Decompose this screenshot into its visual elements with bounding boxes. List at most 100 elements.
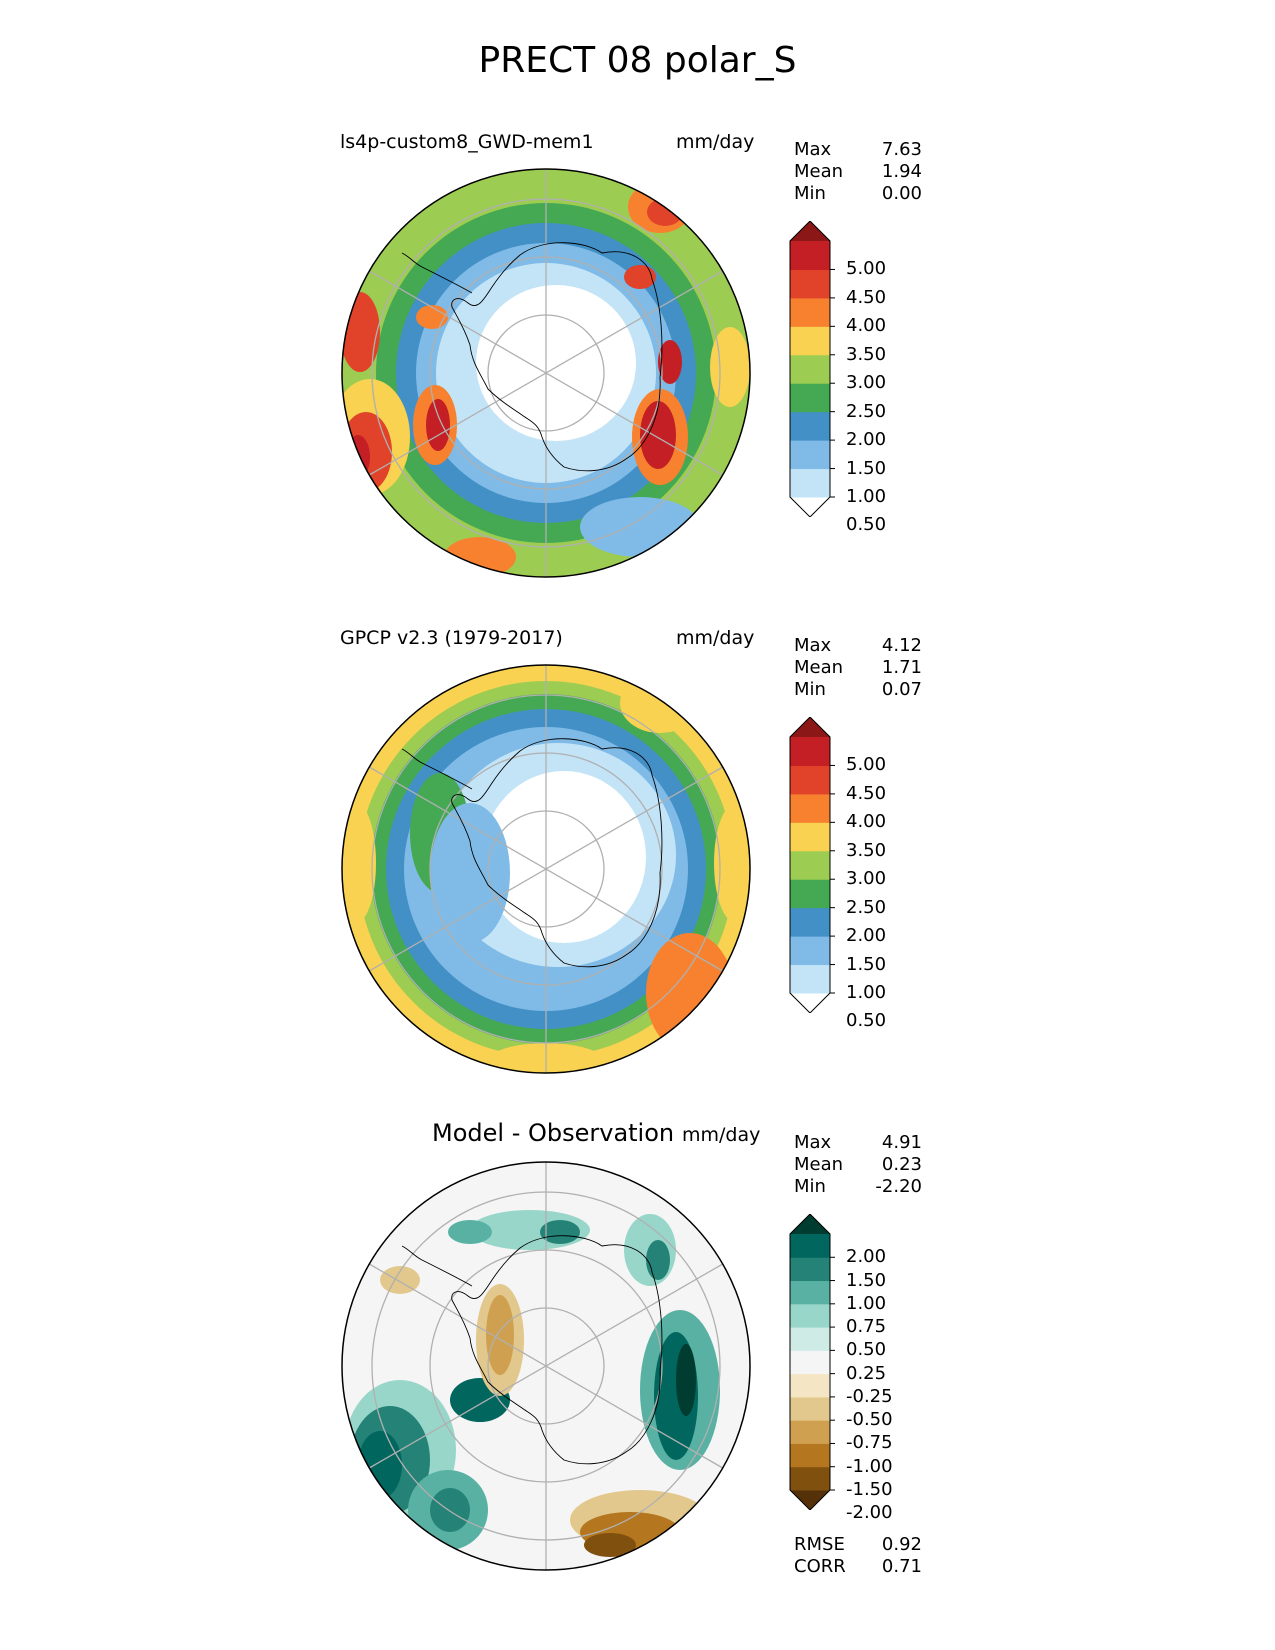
- colorbar-bin: [790, 1327, 830, 1351]
- stat-key: Max: [794, 635, 832, 656]
- colorbar-tick-label: 3.50: [846, 343, 887, 365]
- colorbar-tick-label: 0.50: [846, 1010, 887, 1032]
- stat-key: Min: [794, 679, 826, 700]
- stat-key: Mean: [794, 1154, 844, 1175]
- colorbar-bin: [790, 1234, 830, 1258]
- panel-diff: Model - Observation mm/day: [0, 1118, 1275, 1650]
- panel-model: ls4p-custom8_GWD-mem1 mm/day: [0, 125, 1275, 625]
- panel-label: GPCP v2.3 (1979-2017): [340, 627, 563, 649]
- stat-key: Max: [794, 139, 832, 160]
- colorbar-extend-max: [790, 1214, 830, 1234]
- stat-value: 4.91: [881, 1132, 922, 1153]
- colorbar-tick-label: 0.25: [846, 1362, 887, 1384]
- colorbar-extend-min: [790, 497, 830, 517]
- colorbar-tick-label: -0.75: [846, 1432, 893, 1454]
- panel-label: Model - Observation: [432, 1119, 675, 1147]
- polar-map-obs: [341, 664, 751, 1074]
- colorbar-bin: [790, 468, 830, 498]
- polar-map-model: [341, 168, 751, 578]
- stat-key: Mean: [794, 657, 844, 678]
- colorbar-bin: [790, 1257, 830, 1282]
- colorbar-tick-label: 1.00: [846, 486, 887, 507]
- colorbar-bin: [790, 737, 830, 766]
- metric-key: RMSE: [794, 1534, 845, 1555]
- colorbar-tick-label: 5.00: [846, 258, 887, 280]
- colorbar: [789, 221, 835, 517]
- colorbar-bin: [790, 297, 830, 327]
- colorbar-extend-min: [790, 993, 830, 1013]
- stat-value: 0.00: [881, 183, 922, 204]
- stat-value: 1.71: [881, 657, 922, 678]
- colorbar-bin: [790, 1420, 830, 1444]
- stat-value: 1.94: [881, 161, 922, 182]
- stat-key: Max: [794, 1132, 832, 1153]
- colorbar-tick-label: -1.00: [846, 1455, 893, 1477]
- colorbar-tick-label: -0.25: [846, 1385, 893, 1407]
- colorbar-bin: [790, 241, 830, 270]
- colorbar-tick-label: 2.00: [846, 1246, 887, 1268]
- colorbar-tick-label: 0.75: [846, 1316, 887, 1338]
- colorbar-bin: [790, 1396, 830, 1421]
- colorbar-bin: [790, 383, 830, 413]
- colorbar-bin: [790, 879, 830, 909]
- colorbar-bin: [790, 1443, 830, 1468]
- panel-obs: GPCP v2.3 (1979-2017) mm/day: [0, 621, 1275, 1121]
- stat-value: 0.23: [881, 1154, 922, 1175]
- polar-map-diff: [341, 1161, 751, 1571]
- units-label: mm/day: [682, 1124, 761, 1146]
- colorbar-bin: [790, 1373, 830, 1398]
- stat-key: Mean: [794, 161, 844, 182]
- colorbar-outline: [789, 1214, 831, 1510]
- colorbar-bin: [790, 822, 830, 852]
- colorbar-tick-label: 3.50: [846, 839, 887, 861]
- colorbar-bin: [790, 354, 830, 384]
- colorbar-tick-label: 1.00: [846, 1292, 887, 1314]
- units-label: mm/day: [676, 627, 755, 649]
- colorbar-tick-label: 1.00: [846, 982, 887, 1003]
- metric-key: CORR: [794, 1556, 846, 1577]
- colorbar-outline: [789, 717, 831, 1013]
- colorbar-bin: [790, 1466, 830, 1491]
- figure-title: PRECT 08 polar_S: [478, 40, 797, 81]
- colorbar-tick-label: 1.50: [846, 1269, 887, 1291]
- colorbar: [789, 1214, 835, 1510]
- stat-key: Min: [794, 1176, 826, 1197]
- colorbar-tick-label: 4.50: [846, 782, 887, 804]
- colorbar-bin: [790, 850, 830, 880]
- colorbar-tick-label: -1.50: [846, 1479, 893, 1500]
- colorbar-bin: [790, 964, 830, 994]
- colorbar-extend-max: [790, 221, 830, 241]
- colorbar-bin: [790, 1303, 830, 1328]
- colorbar-bin: [790, 411, 830, 441]
- colorbar-outline: [789, 221, 831, 517]
- colorbar-tick-label: 3.00: [846, 868, 887, 890]
- panel-label: ls4p-custom8_GWD-mem1: [340, 131, 594, 153]
- metric-value: 0.71: [881, 1556, 922, 1577]
- colorbar-bin: [790, 1280, 830, 1305]
- colorbar-tick-label: -0.50: [846, 1409, 893, 1431]
- stat-key: Min: [794, 183, 826, 204]
- colorbar-tick-label: 2.00: [846, 429, 887, 451]
- colorbar-tick-label: 1.50: [846, 953, 887, 975]
- colorbar-tick-label: 3.00: [846, 372, 887, 394]
- colorbar-extend-max: [790, 717, 830, 737]
- colorbar-bin: [790, 440, 830, 470]
- stat-value: 0.07: [881, 679, 922, 700]
- stats-block: Max 4.12 Mean 1.71 Min 0.07: [794, 635, 922, 701]
- colorbar-extend-min: [790, 1490, 830, 1510]
- colorbar-tick-label: 2.50: [846, 896, 887, 918]
- units-label: mm/day: [676, 131, 755, 153]
- colorbar-bin: [790, 765, 830, 795]
- colorbar-tick-label: 2.00: [846, 925, 887, 947]
- colorbar-bin: [790, 1350, 830, 1375]
- colorbar-bin: [790, 793, 830, 823]
- metric-value: 0.92: [881, 1534, 922, 1555]
- colorbar-tick-label: -2.00: [846, 1502, 893, 1524]
- colorbar-bin: [790, 326, 830, 356]
- colorbar-tick-label: 2.50: [846, 400, 887, 422]
- colorbar-tick-label: 0.50: [846, 514, 887, 536]
- colorbar-tick-label: 4.00: [846, 811, 887, 833]
- metrics-block: RMSE 0.92 CORR 0.71: [794, 1534, 922, 1578]
- stats-block: Max 7.63 Mean 1.94 Min 0.00: [794, 139, 922, 205]
- stat-value: -2.20: [875, 1176, 922, 1197]
